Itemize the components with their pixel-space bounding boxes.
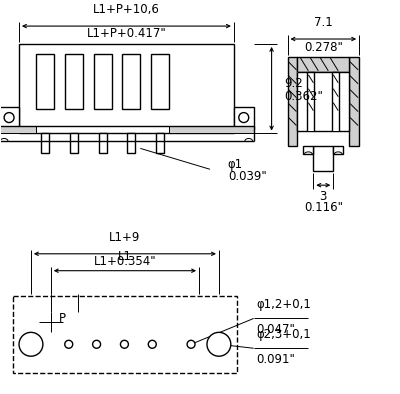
Text: L1+P+10,6: L1+P+10,6: [93, 3, 160, 16]
Bar: [332, 72, 339, 132]
Bar: [307, 72, 314, 132]
Bar: [19, 44, 234, 134]
Bar: [151, 54, 169, 109]
Text: P: P: [59, 312, 66, 325]
Bar: [36, 54, 54, 109]
Circle shape: [239, 113, 249, 123]
Bar: [65, 54, 83, 109]
Circle shape: [65, 340, 73, 348]
Text: φ1: φ1: [228, 158, 243, 171]
Bar: [94, 54, 112, 109]
Bar: [169, 126, 254, 134]
Circle shape: [120, 340, 128, 348]
Text: 7.1: 7.1: [314, 16, 333, 29]
Bar: [298, 72, 349, 132]
Bar: [298, 57, 349, 72]
Circle shape: [207, 333, 231, 356]
Bar: [333, 147, 343, 154]
Text: L1+9: L1+9: [109, 231, 141, 244]
Circle shape: [148, 340, 156, 348]
Text: L1+0.354": L1+0.354": [94, 255, 156, 268]
Text: φ1,2+0,1: φ1,2+0,1: [257, 299, 312, 312]
Bar: [13, 296, 237, 373]
Bar: [234, 107, 254, 128]
Bar: [0, 126, 36, 134]
Text: φ2,3+0,1: φ2,3+0,1: [257, 328, 312, 341]
Bar: [70, 134, 78, 153]
Bar: [349, 57, 359, 147]
Text: 9.2: 9.2: [284, 77, 303, 90]
Text: L1+P+0.417": L1+P+0.417": [86, 27, 166, 40]
Text: L1: L1: [118, 250, 132, 263]
Bar: [122, 54, 140, 109]
Text: 3: 3: [320, 190, 327, 203]
Bar: [288, 57, 298, 147]
Bar: [128, 134, 135, 153]
Bar: [0, 107, 19, 128]
Bar: [41, 134, 49, 153]
Text: 0.116": 0.116": [304, 201, 343, 214]
Bar: [304, 147, 313, 154]
Text: 0.039": 0.039": [228, 170, 266, 183]
Text: 0.047": 0.047": [257, 323, 296, 336]
Bar: [98, 134, 106, 153]
Text: 0.091": 0.091": [257, 353, 296, 366]
Circle shape: [4, 113, 14, 123]
Circle shape: [19, 333, 43, 356]
Text: 0.278": 0.278": [304, 41, 343, 54]
Bar: [156, 134, 164, 153]
Circle shape: [93, 340, 100, 348]
Bar: [313, 147, 333, 171]
Circle shape: [187, 340, 195, 348]
Text: 0.362": 0.362": [284, 90, 323, 103]
